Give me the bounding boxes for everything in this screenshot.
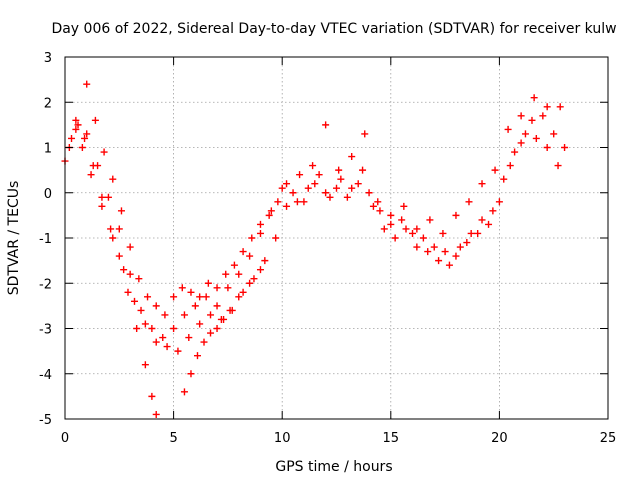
series-track-C xyxy=(83,80,564,319)
y-tick-label: 2 xyxy=(44,96,52,111)
data-series xyxy=(61,80,569,418)
y-tick-label: -5 xyxy=(39,413,52,428)
series-track-D xyxy=(72,116,160,418)
chart-title: Day 006 of 2022, Sidereal Day-to-day VTE… xyxy=(51,21,616,37)
series-markers xyxy=(180,266,264,396)
series-markers xyxy=(83,80,564,319)
x-tick-label: 10 xyxy=(274,431,291,446)
x-tick-label: 0 xyxy=(61,431,69,446)
y-tick-label: -3 xyxy=(39,323,52,338)
y-tick-label: -2 xyxy=(39,277,52,292)
series-markers xyxy=(65,125,562,355)
series-track-B xyxy=(65,125,562,355)
y-tick-label: 1 xyxy=(44,142,52,157)
y-tick-label: 0 xyxy=(44,187,52,202)
x-tick-label: 5 xyxy=(169,431,177,446)
x-tick-label: 25 xyxy=(600,431,617,446)
x-tick-label: 20 xyxy=(491,431,508,446)
series-track-E xyxy=(180,266,264,396)
y-tick-label: 3 xyxy=(44,51,52,66)
series-markers xyxy=(72,116,160,418)
series-track-A xyxy=(61,112,569,342)
axis-ticks xyxy=(64,56,609,420)
y-tick-label: -1 xyxy=(39,232,52,247)
series-markers xyxy=(61,112,569,342)
x-tick-labels: 0 5 10 15 20 25 xyxy=(61,431,616,446)
y-axis-label: SDTVAR / TECUs xyxy=(6,181,22,296)
y-tick-labels: -5 -4 -3 -2 -1 0 1 2 3 xyxy=(39,51,52,428)
x-axis-label: GPS time / hours xyxy=(275,459,392,475)
y-tick-label: -4 xyxy=(39,368,52,383)
grid-lines xyxy=(65,57,608,419)
x-tick-label: 15 xyxy=(383,431,400,446)
